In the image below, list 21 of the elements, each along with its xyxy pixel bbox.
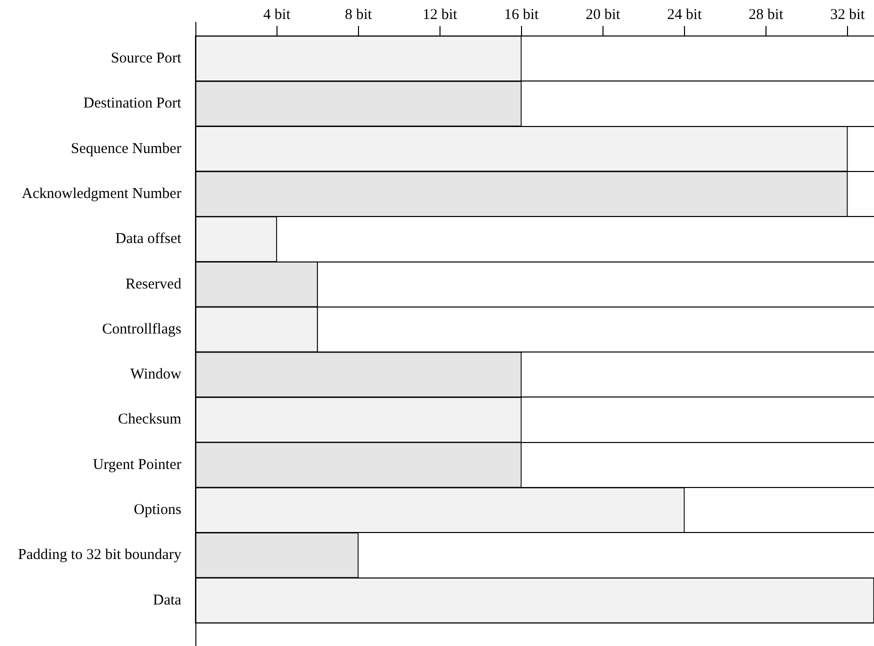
y-tick-label: Urgent Pointer <box>92 456 182 473</box>
y-tick-label: Data <box>152 592 182 608</box>
y-tick-label: Acknowledgment Number <box>22 186 182 202</box>
x-tick-label: 4 bit <box>263 6 292 23</box>
x-tick-label: 24 bit <box>667 6 703 23</box>
y-tick-label: Window <box>130 366 182 383</box>
x-tick-label: 16 bit <box>504 6 540 23</box>
x-tick-label: 32 bit <box>830 6 866 23</box>
y-tick-label: Reserved <box>126 276 182 292</box>
y-tick-label: Data offset <box>115 231 182 248</box>
x-tick-label: 28 bit <box>748 6 784 23</box>
y-tick-label: Sequence Number <box>70 140 182 157</box>
y-tick-label: Checksum <box>118 412 182 428</box>
y-tick-label: Controllflags <box>102 321 182 338</box>
y-tick-label: Options <box>134 502 182 518</box>
x-tick-label: 20 bit <box>586 6 622 23</box>
x-tick-label: 8 bit <box>344 6 373 23</box>
y-tick-label: Padding to 32 bit boundary <box>18 547 182 564</box>
y-tick-label: Destination Port <box>83 96 182 112</box>
x-tick-label: 12 bit <box>422 6 458 23</box>
y-tick-label: Source Port <box>110 50 182 67</box>
